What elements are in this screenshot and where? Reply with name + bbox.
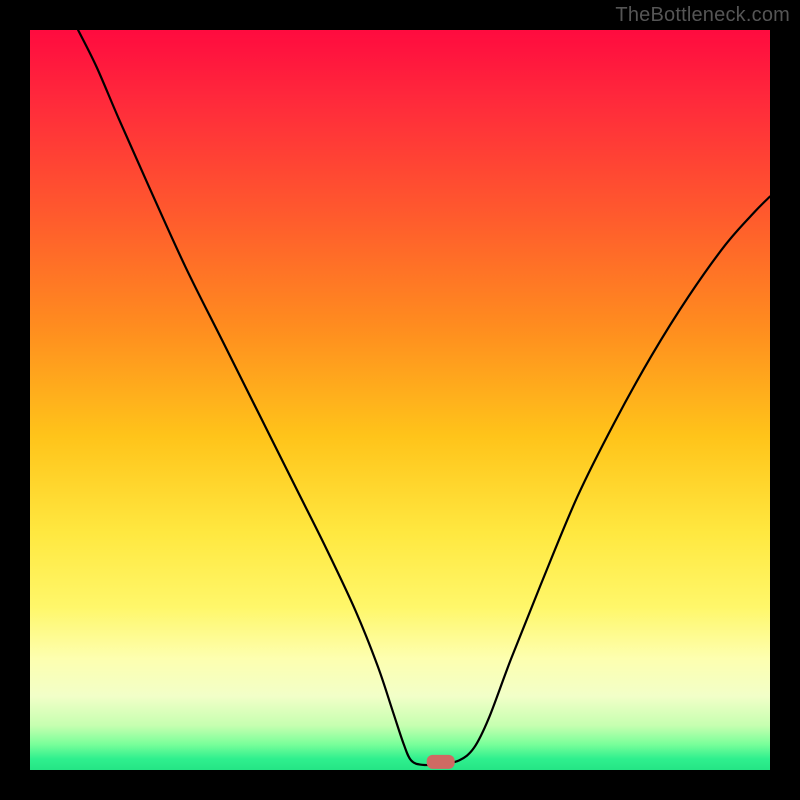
chart-container: TheBottleneck.com	[0, 0, 800, 800]
watermark-text: TheBottleneck.com	[615, 4, 790, 27]
plot-background	[30, 30, 770, 770]
bottleneck-chart	[0, 0, 800, 800]
minimum-marker	[427, 755, 455, 769]
